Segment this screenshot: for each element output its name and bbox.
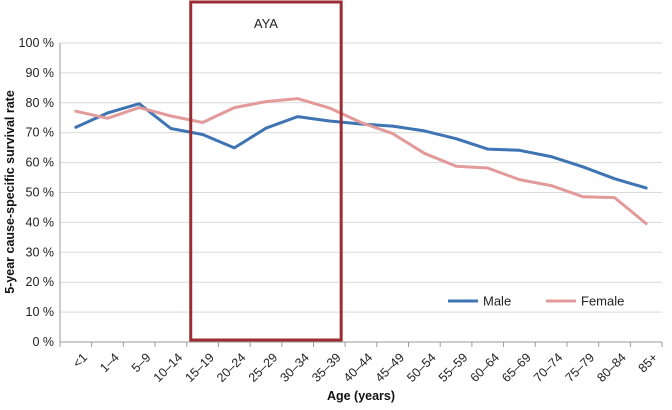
y-tick-label: 40 % [26, 215, 55, 229]
x-tick-label: <1 [70, 350, 90, 370]
y-tick-label: 100 % [19, 36, 54, 50]
x-tick-label: 55–59 [436, 350, 471, 385]
data-point-male [581, 165, 584, 168]
data-point-female [581, 195, 584, 198]
data-point-female [201, 121, 204, 124]
x-tick-label: 25–29 [246, 350, 281, 385]
y-tick-label: 0 % [32, 335, 54, 349]
x-axis-title: Age (years) [327, 389, 395, 403]
data-point-male [549, 155, 553, 158]
data-point-female [454, 164, 458, 168]
x-tick-labels: <1 1–4 5–910–1415–1920–2425–2930–3435–3940… [70, 350, 660, 385]
data-point-male [138, 102, 141, 105]
data-point-male [328, 119, 331, 123]
x-tick-label: 35–39 [309, 350, 344, 385]
x-tick-label: 30–34 [277, 350, 312, 385]
data-point-male [391, 124, 394, 128]
data-point-male [106, 111, 109, 115]
data-point-male [644, 186, 648, 190]
data-point-male [169, 127, 173, 130]
x-tick-label: 85+ [636, 350, 661, 375]
x-tick-label: 80–84 [594, 350, 629, 385]
aya-label: AYA [254, 16, 278, 31]
data-point-male [423, 129, 426, 133]
y-tick-label: 80 % [26, 96, 55, 110]
axes [59, 43, 663, 347]
x-tick-label: 5–9 [129, 350, 154, 375]
x-tick-label: 1–4 [97, 350, 122, 375]
data-point-male [613, 177, 616, 180]
legend-label-female: Female [581, 294, 624, 309]
data-point-female [549, 184, 553, 187]
y-tick-label: 90 % [26, 66, 55, 80]
x-tick-label: 75–79 [563, 350, 598, 385]
legend: Male Female [448, 294, 624, 309]
data-point-female [328, 106, 331, 110]
data-point-female [169, 114, 173, 118]
data-point-female [518, 178, 521, 181]
y-tick-label: 70 % [26, 126, 55, 140]
x-tick-label: 20–24 [214, 350, 249, 385]
data-series [74, 97, 648, 226]
y-tick-label: 20 % [26, 275, 55, 289]
y-axis-title: 5-year cause-specific survival rate [3, 90, 17, 294]
data-point-female [391, 132, 394, 135]
y-tick-label: 10 % [26, 305, 55, 319]
x-tick-label: 50–54 [404, 350, 439, 385]
x-tick-label: 70–74 [531, 350, 566, 385]
y-tick-label: 30 % [26, 245, 55, 259]
x-tick-label: 10–14 [151, 350, 186, 385]
data-point-male [296, 115, 299, 118]
x-tick-label: 60–64 [468, 350, 503, 385]
legend-label-male: Male [483, 294, 511, 309]
data-point-male [201, 133, 204, 136]
data-point-female [106, 117, 109, 120]
data-point-female [296, 97, 299, 100]
data-point-female [138, 106, 141, 109]
data-point-male [454, 137, 458, 140]
data-point-male [74, 126, 78, 129]
series-line-male [74, 102, 648, 190]
data-point-male [264, 127, 268, 130]
aya-highlight-box [189, 0, 343, 342]
gridlines [60, 42, 662, 313]
x-tick-label: 15–19 [182, 350, 217, 385]
data-point-female [423, 152, 426, 155]
data-point-female [486, 166, 489, 170]
data-point-female [74, 109, 78, 113]
y-tick-labels: 0 % 10 % 20 % 30 % 40 % 50 % 60 % 70 % 80 % 90 % 1… [19, 36, 54, 349]
x-tick-label: 45–49 [373, 350, 408, 385]
y-tick-label: 50 % [26, 186, 55, 200]
data-point-female [359, 121, 363, 124]
y-tick-label: 60 % [26, 156, 55, 170]
data-point-male [486, 147, 489, 151]
x-tick-label: 40–44 [341, 350, 376, 385]
data-point-male [233, 146, 236, 150]
data-point-female [644, 222, 648, 225]
x-tick-label: 65–69 [499, 350, 534, 385]
data-point-female [233, 106, 236, 109]
annotations: AYA [189, 0, 343, 342]
data-point-female [613, 196, 616, 199]
data-point-male [518, 149, 521, 152]
data-point-female [264, 100, 268, 103]
